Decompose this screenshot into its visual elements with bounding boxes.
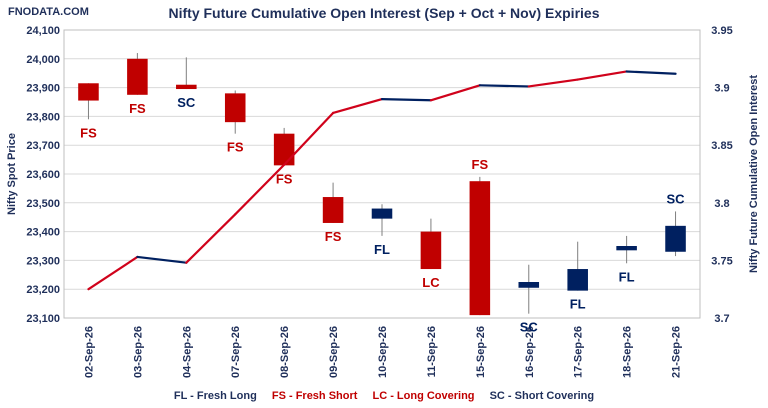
oi-line-segment — [625, 70, 677, 75]
y-left-tick-label: 23,600 — [26, 169, 60, 181]
x-category-label: 11-Sep-26 — [426, 326, 438, 377]
y-left-tick-label: 23,400 — [26, 227, 60, 239]
candle-annotation: FS — [80, 125, 97, 140]
candle-body — [176, 84, 197, 90]
x-category-label: 15-Sep-26 — [475, 326, 487, 378]
chart-title: Nifty Future Cumulative Open Interest (S… — [168, 5, 600, 21]
plot-border — [63, 29, 701, 319]
candle-annotation: FS — [472, 157, 489, 172]
candle-body — [665, 225, 686, 252]
oi-line-segment — [429, 84, 481, 102]
oi-line-segment — [380, 98, 433, 102]
x-category-label: 03-Sep-26 — [132, 326, 144, 378]
candle-annotation: FS — [227, 140, 244, 155]
x-category-label: 07-Sep-26 — [230, 326, 242, 378]
oi-line-segment — [527, 78, 579, 88]
oi-line-segment — [136, 255, 188, 264]
candle-body — [78, 83, 99, 101]
candle-annotation: SC — [520, 320, 539, 335]
candle-annotation: FS — [276, 171, 293, 186]
y-left-tick-label: 24,100 — [26, 25, 60, 37]
y-right-tick-label: 3.9 — [714, 83, 729, 95]
y-right-tick-label: 3.75 — [711, 255, 732, 267]
y-left-tick-label: 23,900 — [26, 83, 60, 95]
x-category-label: 21-Sep-26 — [671, 326, 683, 378]
candle-annotation: FL — [374, 242, 390, 257]
legend: FL - Fresh Long FS - Fresh Short LC - Lo… — [0, 390, 768, 402]
x-category-label: 16-Sep-26 — [524, 326, 536, 378]
candle-annotation: FS — [129, 101, 146, 116]
legend-item-fresh-long: FL - Fresh Long — [173, 390, 257, 402]
candle-body — [322, 197, 344, 223]
y-left-axis-title: Nifty Spot Price — [6, 133, 18, 215]
candle-body — [371, 208, 393, 219]
candle-body — [273, 133, 295, 166]
candle-body — [224, 93, 246, 123]
candle-body — [567, 269, 588, 291]
y-left-tick-label: 23,700 — [26, 140, 60, 152]
y-left-tick-label: 23,300 — [26, 255, 60, 267]
oi-line-segment — [331, 98, 384, 115]
candle-body — [469, 181, 491, 316]
candle-annotation: FS — [325, 229, 342, 244]
y-right-tick-label: 3.95 — [711, 25, 732, 37]
legend-item-long-covering: LC - Long Covering — [372, 390, 475, 402]
candle-annotation: SC — [667, 191, 686, 206]
x-category-label: 10-Sep-26 — [377, 326, 389, 378]
x-category-label: 17-Sep-26 — [573, 326, 585, 378]
candle-body — [420, 231, 442, 270]
oi-line-segment — [185, 213, 237, 264]
oi-line-segment — [283, 111, 335, 166]
y-left-tick-label: 23,800 — [26, 111, 60, 123]
y-right-axis-title: Nifty Future Cumulative Open Interest — [748, 75, 760, 273]
oi-line-segment — [576, 70, 628, 81]
candle-annotation: SC — [177, 95, 196, 110]
candle-body — [616, 246, 637, 251]
brand-label: FNODATA.COM — [8, 6, 89, 18]
oi-line-segment — [234, 163, 286, 216]
legend-item-short-covering: SC - Short Covering — [489, 390, 595, 402]
x-category-label: 04-Sep-26 — [181, 326, 193, 378]
y-left-tick-label: 23,100 — [26, 313, 60, 325]
candle-annotation: LC — [422, 275, 440, 290]
y-left-tick-label: 23,500 — [26, 198, 60, 210]
x-category-label: 18-Sep-26 — [622, 326, 634, 378]
x-category-label: 08-Sep-26 — [279, 326, 291, 378]
y-right-tick-label: 3.8 — [714, 198, 729, 210]
candle-annotation: FL — [619, 269, 635, 284]
legend-item-fresh-short: FS - Fresh Short — [271, 390, 358, 402]
y-left-tick-label: 23,200 — [26, 284, 60, 296]
x-category-label: 02-Sep-26 — [83, 326, 95, 378]
y-left-tick-label: 24,000 — [26, 54, 60, 66]
oi-line-segment — [87, 255, 139, 291]
candle-annotation: FL — [570, 297, 586, 312]
x-category-label: 09-Sep-26 — [328, 326, 340, 378]
candle-body — [518, 282, 540, 288]
y-right-tick-label: 3.7 — [714, 313, 729, 325]
oi-line-segment — [478, 84, 530, 88]
candle-body — [127, 58, 148, 95]
y-right-tick-label: 3.85 — [711, 140, 732, 152]
